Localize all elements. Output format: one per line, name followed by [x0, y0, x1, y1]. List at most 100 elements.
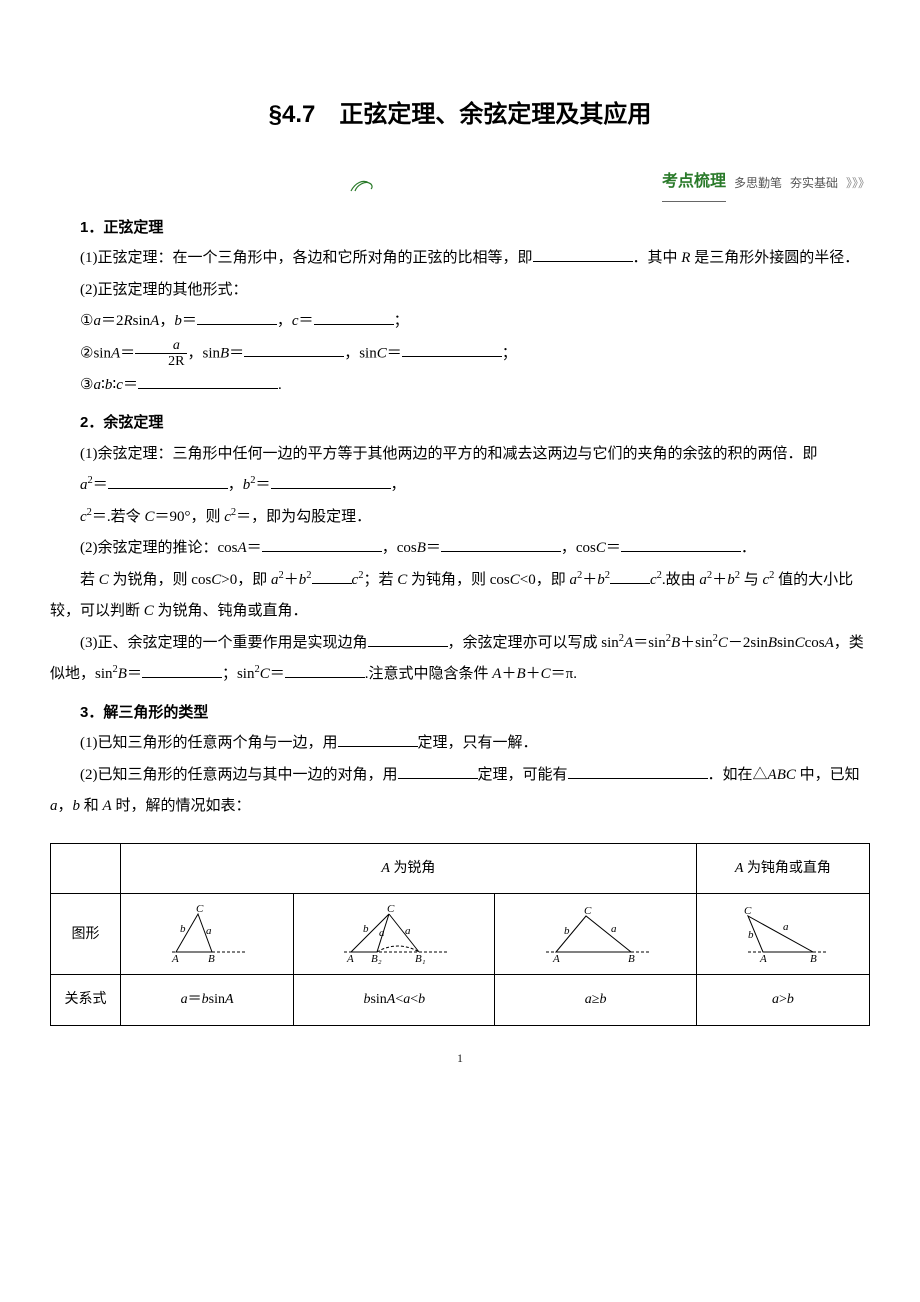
triangle-icon: ABC ba — [728, 904, 838, 964]
table-row-relation: 关系式 a＝bsinA bsinA<a<b a≥b a>b — [51, 975, 870, 1025]
text: ＝ — [127, 666, 142, 682]
text: ＝ — [256, 477, 271, 493]
var-B: B — [417, 540, 426, 556]
sec2-p2: (2)余弦定理的推论：cosA＝，cosB＝，cosC＝． — [50, 533, 870, 565]
text: (2)已知三角形的任意两边与其中一边的对角，用 — [80, 767, 398, 783]
var-C: C — [377, 345, 387, 361]
text: 为锐角、钝角或直角． — [154, 603, 308, 619]
text: sin — [777, 635, 795, 651]
var-a: a — [93, 313, 101, 329]
svg-text:b: b — [180, 923, 186, 935]
page-title: §4.7 正弦定理、余弦定理及其应用 — [50, 90, 870, 140]
var-C: C — [510, 572, 520, 588]
text: ＝ — [247, 540, 262, 556]
sec1-line3: ③a∶b∶c＝. — [50, 370, 870, 402]
text: 时，解的情况如表： — [112, 798, 251, 814]
text: .注意式中隐含条件 — [365, 666, 493, 682]
var-c: c — [650, 572, 657, 588]
solution-table: A A 为锐角为锐角 A 为钝角或直角 图形 ABC ba AB₂B₁C baa — [50, 843, 870, 1026]
text: ＝.若令 — [92, 509, 145, 525]
header-acute: A A 为锐角为锐角 — [121, 843, 697, 893]
table-row-header: A A 为锐角为锐角 A 为钝角或直角 — [51, 843, 870, 893]
var-A: A — [624, 635, 633, 651]
svg-text:a: a — [206, 925, 212, 937]
svg-text:b: b — [363, 923, 369, 935]
sec2-line2: c2＝.若令 C＝90°，则 c2＝，即为勾股定理． — [50, 502, 870, 534]
header-obtuse: A 为钝角或直角 — [696, 843, 869, 893]
text: (2)余弦定理的推论：cos — [80, 540, 238, 556]
arrow-icon: 》》》 — [846, 171, 870, 196]
text: ，cos — [382, 540, 417, 556]
blank — [610, 569, 650, 584]
var-B: B — [671, 635, 680, 651]
var-a: a — [699, 572, 707, 588]
triangle-icon: ABC ba — [152, 904, 262, 964]
sec2-line1: a2＝，b2＝， — [50, 470, 870, 502]
text: ＝90°，则 — [154, 509, 224, 525]
var-A: A — [825, 635, 834, 651]
text: cos — [805, 635, 825, 651]
table-row-shapes: 图形 ABC ba AB₂B₁C baa ABC — [51, 894, 870, 975]
rel-2: bsinA<a<b — [294, 975, 495, 1025]
blank — [314, 310, 394, 325]
sec2-p4: (3)正、余弦定理的一个重要作用是实现边角，余弦定理亦可以写成 sin2A＝si… — [50, 628, 870, 691]
text: ②sin — [80, 345, 111, 361]
blank — [108, 474, 228, 489]
swirl-icon — [349, 173, 375, 195]
text: ＝2 — [101, 313, 124, 329]
text: <0，即 — [520, 572, 570, 588]
num: a — [173, 338, 180, 353]
svg-text:b: b — [564, 925, 570, 937]
text: ＋ — [284, 572, 299, 588]
svg-text:a: a — [405, 925, 411, 937]
var-b: b — [73, 798, 81, 814]
text: ＝ — [182, 313, 197, 329]
var-a: a — [80, 477, 88, 493]
text: ， — [391, 477, 406, 493]
var-b: b — [174, 313, 182, 329]
var-R: R — [123, 313, 132, 329]
blank — [338, 732, 418, 747]
text: 和 — [80, 798, 103, 814]
text: sin — [133, 313, 151, 329]
svg-text:C: C — [387, 904, 395, 915]
svg-text:b: b — [748, 929, 754, 941]
text: ＝ — [387, 345, 402, 361]
fraction: a2R — [135, 338, 187, 370]
sec2-p1: (1)余弦定理：三角形中任何一边的平方等于其他两边的平方的和减去这两边与它们的夹… — [50, 439, 870, 471]
blank — [621, 537, 741, 552]
triangle-cell-4: ABC ba — [696, 894, 869, 975]
svg-text:a: a — [783, 921, 789, 933]
text: ③ — [80, 377, 93, 393]
blank — [142, 663, 222, 678]
svg-text:B₂: B₂ — [371, 953, 382, 964]
svg-text:A: A — [552, 953, 560, 964]
text: ． — [741, 540, 756, 556]
text: ＝ — [120, 345, 135, 361]
text: ＝ — [606, 540, 621, 556]
var-C: C — [718, 635, 728, 651]
text: ，sin — [344, 345, 377, 361]
var-c: c — [116, 377, 123, 393]
var-b: b — [597, 572, 605, 588]
page-number: 1 — [50, 1046, 870, 1071]
blank — [398, 764, 478, 779]
blank — [197, 310, 277, 325]
var-C: C — [211, 572, 221, 588]
svg-text:B: B — [810, 953, 817, 964]
var-c: c — [292, 313, 299, 329]
blank — [441, 537, 561, 552]
row-label-rel: 关系式 — [51, 975, 121, 1025]
sec1-p2: (2)正弦定理的其他形式： — [50, 275, 870, 307]
text: －2sin — [728, 635, 768, 651]
text: ．其中 — [633, 250, 682, 266]
blank — [285, 663, 365, 678]
text: ，余弦定理亦可以写成 sin — [448, 635, 619, 651]
banner-label: 考点梳理 — [662, 165, 726, 202]
text: ＝ — [426, 540, 441, 556]
text: (1)正弦定理：在一个三角形中，各边和它所对角的正弦的比相等，即 — [80, 250, 533, 266]
var-a: a — [569, 572, 577, 588]
sec1-p1: (1)正弦定理：在一个三角形中，各边和它所对角的正弦的比相等，即．其中 R 是三… — [50, 243, 870, 275]
triangle-cell-3: ABC ba — [495, 894, 696, 975]
var-A: A — [150, 313, 159, 329]
